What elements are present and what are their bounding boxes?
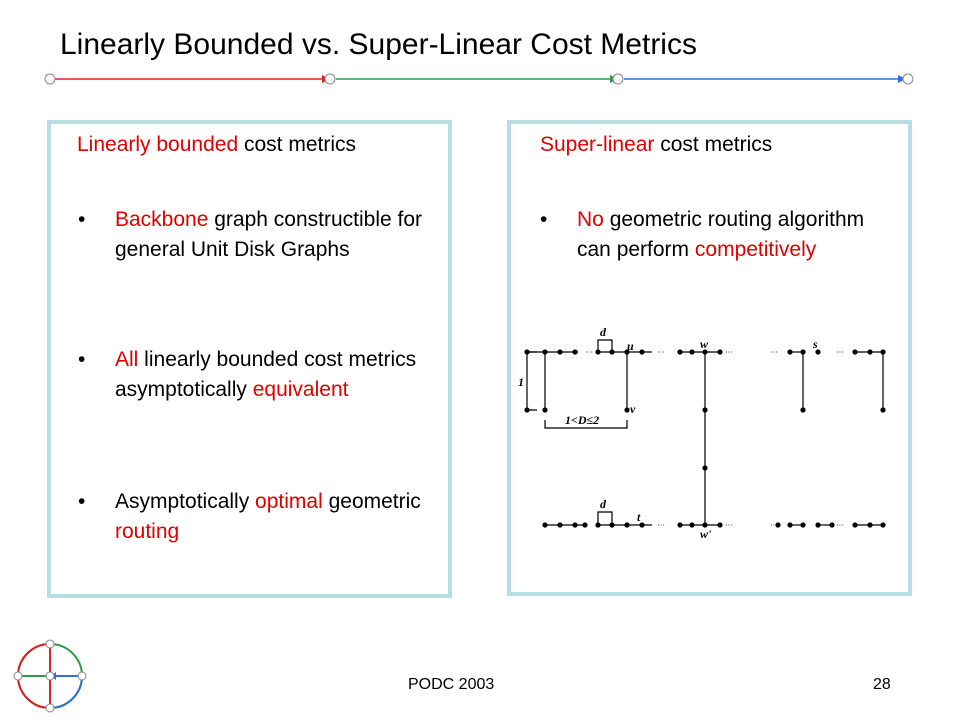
svg-text:···: ··· xyxy=(725,348,733,357)
super-linear-panel xyxy=(507,120,912,596)
label-u: u xyxy=(627,339,634,353)
conference-logo-icon xyxy=(13,639,87,713)
label-d-bottom: d xyxy=(600,497,607,511)
left-bullet-3: • Asymptotically optimal geometric routi… xyxy=(78,490,421,543)
label-w-bottom: w' xyxy=(700,527,712,541)
svg-text:···: ··· xyxy=(836,521,844,530)
label-s: s xyxy=(812,337,818,351)
svg-text:···: ··· xyxy=(585,348,593,357)
label-v: v xyxy=(630,402,636,416)
svg-text:···: ··· xyxy=(770,348,778,357)
footer-conference: PODC 2003 xyxy=(408,676,495,693)
page-number: 28 xyxy=(873,676,891,693)
title-divider xyxy=(44,73,914,85)
svg-text:···: ··· xyxy=(725,521,733,530)
left-panel-heading: Linearly bounded cost metrics xyxy=(77,133,356,156)
right-bullet-1: • No geometric routing algorithm can per… xyxy=(540,208,865,261)
svg-text:···: ··· xyxy=(657,348,665,357)
label-range: 1<D≤2 xyxy=(565,413,599,427)
svg-text:···: ··· xyxy=(657,521,665,530)
label-w-top: w xyxy=(700,337,709,351)
svg-text:···: ··· xyxy=(770,521,778,530)
left-bullet-2: • All linearly bounded cost metrics asym… xyxy=(78,348,417,401)
label-d-top: d xyxy=(600,325,607,339)
right-panel-heading: Super-linear cost metrics xyxy=(540,133,773,156)
label-one: 1 xyxy=(518,375,524,389)
slide-title: Linearly Bounded vs. Super-Linear Cost M… xyxy=(60,28,697,61)
svg-text:···: ··· xyxy=(836,348,844,357)
label-t: t xyxy=(637,510,641,524)
left-bullet-1: • Backbone graph constructible for gener… xyxy=(78,208,423,261)
routing-graph-diagram: ··· ··· ··· ··· ··· ··· ··· ··· ··· d u … xyxy=(518,325,886,541)
linearly-bounded-panel xyxy=(47,120,452,598)
